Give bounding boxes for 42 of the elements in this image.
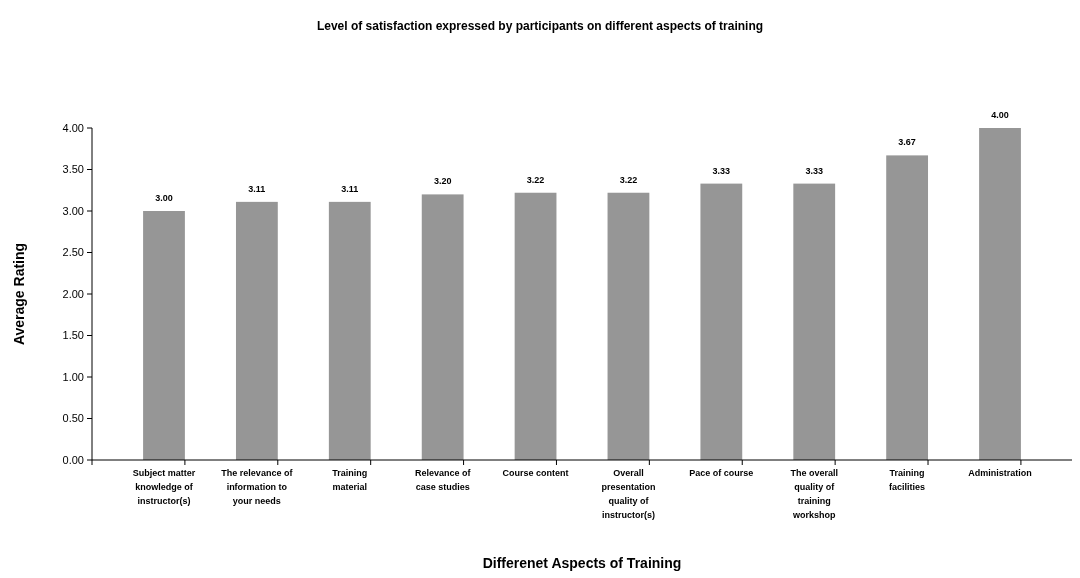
data-label: 3.33	[805, 165, 823, 176]
x-tick-label: Administration	[968, 468, 1032, 478]
bar	[979, 128, 1021, 460]
data-label: 3.11	[248, 183, 266, 194]
bar	[143, 211, 185, 460]
data-label: 3.67	[898, 137, 916, 148]
y-tick-label: 1.00	[62, 370, 84, 383]
y-tick-label: 4.00	[62, 121, 84, 134]
y-tick-label: 3.50	[62, 163, 84, 176]
x-tick-label: Training facilities	[889, 468, 926, 492]
x-axis-title: Differenet Aspects of Training	[482, 555, 682, 571]
bar	[421, 194, 464, 460]
y-axis-title: Average Rating	[11, 242, 27, 346]
y-tick-label: 0.50	[62, 412, 84, 425]
y-tick-label: 0.00	[62, 453, 84, 466]
y-tick-label: 2.50	[62, 246, 84, 259]
bar	[514, 192, 557, 460]
bar	[328, 201, 371, 460]
x-tick-label: Pace of course	[689, 468, 754, 478]
chart-title: Level of satisfaction expressed by participants on different aspects of training	[316, 19, 764, 33]
data-label: 3.11	[341, 183, 359, 194]
bar	[700, 183, 743, 460]
x-tick-label: The relevance of information to your needs	[221, 468, 294, 506]
bar	[793, 183, 836, 460]
x-tick-label: Training material	[332, 468, 368, 492]
y-tick-label: 3.00	[62, 204, 84, 217]
data-label: 3.20	[433, 176, 452, 187]
x-tick-label: Subject matter knowledge of instructor(s)	[132, 468, 196, 506]
y-tick-label: 1.50	[62, 329, 84, 342]
data-label: 3.22	[526, 174, 545, 185]
data-label: 3.33	[712, 165, 731, 176]
bar	[235, 201, 278, 460]
x-tick-label: Relevance of case studies	[414, 468, 472, 492]
y-tick-label: 2.00	[62, 287, 84, 300]
data-label: 3.22	[619, 174, 638, 185]
data-label: 4.00	[991, 110, 1009, 120]
x-tick-label: Course content	[502, 468, 569, 478]
bar	[886, 155, 929, 460]
x-tick-label: The overall quality of training workshop	[790, 468, 838, 520]
data-label: 3.00	[155, 193, 173, 203]
x-tick-label: Overall presentation quality of instructor(s)	[601, 468, 656, 520]
bar	[607, 192, 650, 460]
